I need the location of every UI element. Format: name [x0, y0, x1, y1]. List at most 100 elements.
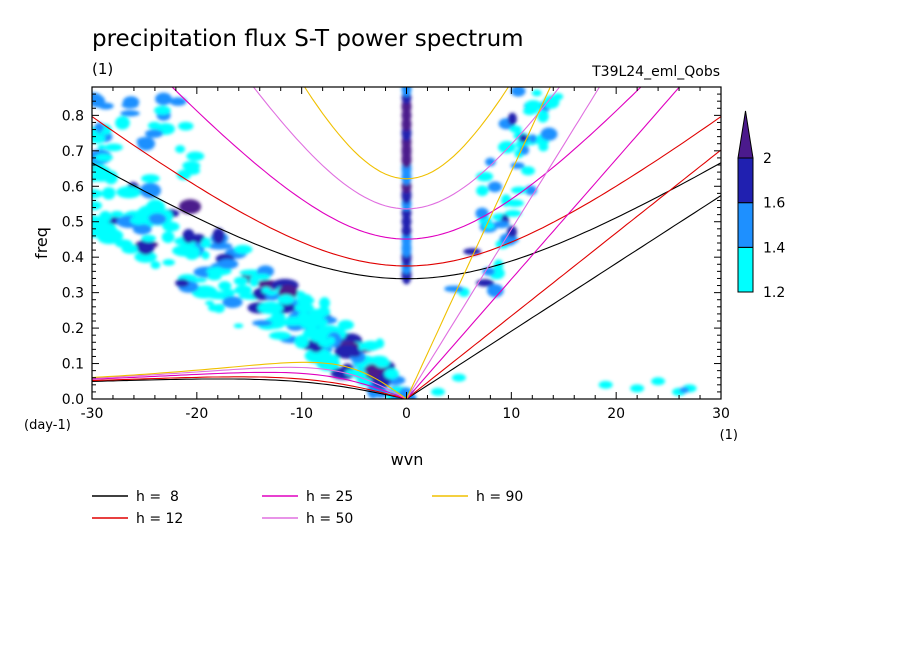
contour-blob [186, 151, 205, 161]
chart-title: precipitation flux S-T power spectrum [92, 26, 524, 52]
rossby-curve [92, 376, 407, 399]
axis-ticks: -30 -20 -10 0 10 20 30 0.0 0.1 0.2 0.3 0.4 0.5 0.6 0.7… [62, 87, 730, 422]
gravity-curve [92, 116, 721, 267]
contour-blob [509, 125, 522, 133]
contour-blob [110, 210, 124, 218]
contour-blob [401, 224, 412, 237]
contour-blob [153, 105, 171, 115]
contour-blob [92, 133, 106, 144]
contour-fill [92, 87, 697, 399]
y-tick-label: 0.8 [62, 108, 84, 124]
legend-label: h = 90 [476, 489, 523, 505]
contour-blob [116, 186, 142, 199]
colorbar-segment [737, 157, 754, 204]
legend-label: h = 50 [306, 511, 353, 527]
colorbar-label: 1.2 [763, 285, 785, 301]
contour-blob [447, 285, 464, 293]
contour-blob [537, 110, 549, 123]
contour-blob [463, 248, 482, 256]
contour-blob [538, 142, 549, 152]
contour-blob [249, 275, 259, 287]
contour-blob [150, 207, 163, 215]
contour-blob [504, 209, 522, 217]
contour-blob [92, 92, 103, 103]
contour-blob [294, 303, 314, 313]
legend-label: h = 25 [306, 489, 353, 505]
contour-blob [222, 296, 243, 308]
contour-blob [525, 105, 539, 115]
contour-blob [205, 300, 215, 306]
contour-blob [201, 237, 211, 246]
contour-blob [401, 215, 412, 228]
dispersion-curves [92, 87, 721, 399]
x-tick-label: 10 [502, 406, 520, 422]
contour-blob [175, 278, 189, 288]
rossby-curve [92, 361, 407, 399]
contour-blob [139, 182, 161, 199]
contour-blob [136, 137, 153, 146]
kelvin-curve [406, 195, 721, 399]
contour-blob [296, 296, 315, 305]
contour-blob [304, 348, 332, 364]
contour-blob [134, 251, 157, 263]
y-tick-label: 0.6 [62, 179, 84, 195]
contour-blob [269, 331, 291, 340]
colorbar-extension [737, 110, 754, 159]
contour-blob [510, 186, 528, 194]
y-tick-label: 0.4 [62, 250, 84, 266]
contour-blob [104, 170, 118, 185]
contour-blob [482, 222, 495, 230]
contour-blob [476, 279, 495, 287]
contour-blob [213, 303, 225, 314]
contour-blob [630, 384, 645, 393]
gravity-curve [303, 87, 510, 180]
contour-blob [375, 358, 390, 368]
y-tick-label: 0.3 [62, 286, 84, 302]
contour-blob [115, 239, 133, 248]
contour-blob [270, 312, 286, 324]
colorbar-label: 1.4 [763, 240, 785, 256]
contour-blob [182, 228, 195, 244]
contour-blob [94, 153, 113, 162]
contour-blob [430, 387, 445, 396]
contour-blob [311, 317, 328, 327]
contour-blob [206, 266, 232, 276]
contour-blob [191, 277, 208, 283]
contour-blob [261, 286, 271, 294]
contour-blob [201, 250, 210, 260]
contour-blob [309, 328, 330, 343]
contour-blob [233, 323, 244, 329]
contour-blob [348, 349, 361, 358]
legend-label: h = 12 [136, 511, 183, 527]
x-tick-label: 0 [402, 406, 411, 422]
chart-subtitle-left: (1) [92, 60, 113, 78]
kelvin-curve [406, 87, 601, 399]
contour-blob [510, 87, 526, 97]
contour-blob [141, 174, 160, 183]
contour-blob [141, 234, 156, 243]
chart-subtitle-right: T39L24_eml_Qobs [591, 64, 720, 80]
contour-blob [145, 129, 163, 138]
contour-blob [169, 97, 187, 106]
x-tick-label: 20 [607, 406, 625, 422]
contour-blob [115, 116, 130, 130]
contour-blob [233, 244, 253, 255]
contour-blob [337, 320, 354, 330]
colorbar-label: 2 [763, 151, 772, 167]
rossby-curve [92, 371, 407, 399]
contour-blob [222, 289, 236, 295]
contour-blob [155, 92, 172, 106]
contour-blob [161, 231, 175, 244]
contour-blob [506, 225, 517, 239]
contour-blob [105, 187, 116, 194]
contour-blob [254, 273, 271, 281]
y-tick-label: 0.5 [62, 215, 84, 231]
contour-blob [294, 334, 309, 349]
contour-blob [540, 127, 558, 141]
rossby-curve [92, 378, 407, 399]
contour-blob [252, 319, 273, 327]
x-axis-label: wvn [391, 450, 424, 469]
contour-blob [92, 189, 103, 199]
x-tick-label: 30 [712, 406, 730, 422]
